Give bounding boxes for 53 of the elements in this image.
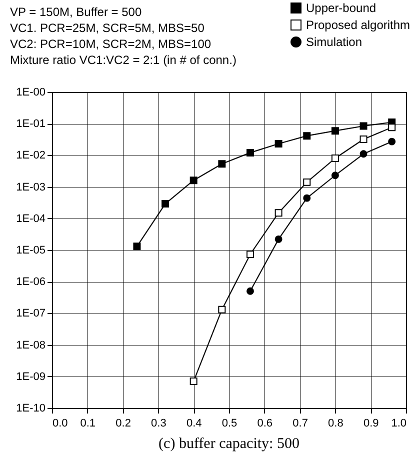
x-tick-label: 0.4 xyxy=(186,418,202,430)
y-tick-label: 1E-05 xyxy=(16,244,46,256)
point xyxy=(303,132,311,140)
point xyxy=(331,172,339,180)
point xyxy=(274,209,282,217)
point xyxy=(274,140,282,148)
text: Mixture ratio VC1:VC2 = 2:1 (in # of conn.) xyxy=(10,52,236,68)
x-tick-label: 0.9 xyxy=(363,418,379,430)
point xyxy=(190,378,198,386)
x-tick-label: 0.6 xyxy=(257,418,273,430)
point xyxy=(360,135,368,143)
point xyxy=(388,138,396,146)
x-tick-label: 0.2 xyxy=(116,418,131,430)
y-tick-label: 1E-06 xyxy=(16,276,46,288)
x-tick-label: 0.3 xyxy=(151,418,166,430)
x-tick-label: 0.7 xyxy=(292,418,308,430)
y-tick-label: 1E-02 xyxy=(16,150,46,162)
point xyxy=(331,127,339,135)
text: (c) buffer capacity: 500 xyxy=(158,436,300,452)
point xyxy=(190,176,198,184)
point xyxy=(303,194,311,202)
legend-label: Upper-bound xyxy=(306,1,376,15)
point xyxy=(331,154,339,162)
text: VC1. PCR=25M, SCR=5M, MBS=50 xyxy=(10,20,206,36)
point xyxy=(360,150,368,158)
x-tick-label: 0.5 xyxy=(222,418,238,430)
y-tick-label: 1E-07 xyxy=(16,308,46,320)
point xyxy=(246,287,254,295)
y-tick-label: 1E-10 xyxy=(16,402,46,414)
point xyxy=(246,148,254,156)
x-tick-label: 0.0 xyxy=(52,418,68,430)
legend-label: Proposed algorithm xyxy=(306,18,410,32)
point xyxy=(218,160,226,168)
point xyxy=(274,235,282,243)
text: VP = 150M, Buffer = 500 xyxy=(10,4,143,20)
legend-label: Simulation xyxy=(306,35,362,49)
text: VC2: PCR=10M, SCR=2M, MBS=100 xyxy=(10,36,212,52)
point xyxy=(218,306,226,314)
y-tick-label: 1E-03 xyxy=(16,181,46,194)
y-tick-label: 1E-00 xyxy=(16,86,46,98)
point xyxy=(360,122,368,130)
x-tick-label: 0.1 xyxy=(80,418,96,430)
point xyxy=(388,124,396,132)
point xyxy=(303,178,311,186)
y-tick-label: 1E-09 xyxy=(16,370,46,383)
point xyxy=(133,242,141,250)
y-tick-label: 1E-04 xyxy=(16,212,46,225)
y-tick-label: 1E-01 xyxy=(16,118,46,130)
x-tick-label: 1.0 xyxy=(391,418,406,430)
y-tick-label: 1E-08 xyxy=(16,339,46,352)
point xyxy=(162,200,170,208)
x-tick-label: 0.8 xyxy=(328,418,344,430)
point xyxy=(246,250,254,258)
